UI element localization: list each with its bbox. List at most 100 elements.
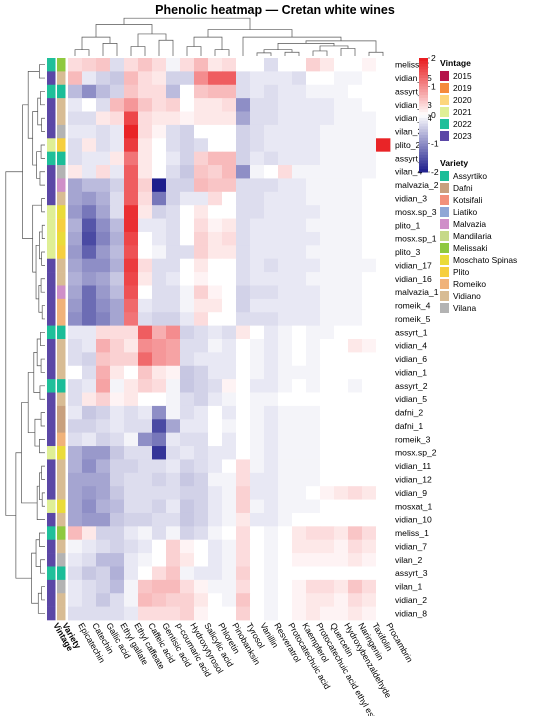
column-dendrogram-branch <box>340 48 356 56</box>
heatmap-cell <box>82 298 97 313</box>
heatmap-cell <box>320 272 335 286</box>
heatmap-cell <box>82 191 97 206</box>
color-scale-segment <box>419 163 428 167</box>
heatmap-cell <box>152 205 167 219</box>
row-dendrogram-branch <box>32 204 42 273</box>
variety-annotation-cell <box>57 459 66 474</box>
heatmap-cell <box>194 365 209 380</box>
row-dendrogram-branch <box>22 104 33 239</box>
color-scale-segment <box>419 152 428 156</box>
heatmap-cell <box>348 339 363 353</box>
heatmap-cell <box>264 285 279 300</box>
heatmap-cell <box>96 446 111 460</box>
heatmap-cell <box>250 432 265 447</box>
heatmap-cell <box>166 486 181 500</box>
color-scale-tick-label: 1 <box>431 82 436 92</box>
heatmap-cell <box>250 205 265 219</box>
heatmap-cell <box>236 272 251 286</box>
heatmap-cell <box>264 84 279 99</box>
heatmap-cell <box>222 405 237 420</box>
color-scale-segment <box>419 100 428 105</box>
color-scale-segment <box>419 60 428 65</box>
heatmap-cell <box>320 553 335 567</box>
row-label: plito_3 <box>395 247 421 257</box>
heatmap-cell <box>222 71 237 86</box>
heatmap-cell <box>152 84 167 99</box>
heatmap-cell <box>222 365 237 380</box>
heatmap-cell <box>166 472 181 487</box>
row-label: assyrt_1 <box>395 327 428 337</box>
heatmap-cell <box>348 231 363 246</box>
heatmap-cell <box>362 499 377 514</box>
vintage-annotation-cell <box>47 472 56 487</box>
variety-legend-label: Vidiano <box>453 291 481 301</box>
heatmap-cell <box>320 512 335 527</box>
heatmap-cell <box>306 178 321 193</box>
variety-legend-label: Liatiko <box>453 207 478 217</box>
heatmap-cell <box>334 539 349 554</box>
heatmap-cell <box>124 231 139 246</box>
heatmap-cell <box>166 205 181 219</box>
color-scale-tick-label: 2 <box>431 53 436 63</box>
heatmap-cell <box>362 379 377 393</box>
heatmap-cell <box>292 486 307 500</box>
heatmap-cell <box>152 138 167 153</box>
heatmap-cell <box>306 231 321 246</box>
heatmap-cell <box>166 191 181 206</box>
heatmap-cell <box>250 339 265 353</box>
heatmap-cell <box>236 71 251 86</box>
heatmap-cell <box>292 272 307 286</box>
heatmap-cell <box>334 459 349 474</box>
vintage-annotation-cell <box>47 365 56 380</box>
row-dendrogram-branch <box>40 144 45 159</box>
heatmap-cell <box>152 499 167 514</box>
heatmap-cell <box>68 178 83 193</box>
heatmap-cell <box>278 566 293 581</box>
heatmap-cell <box>68 325 83 340</box>
heatmap-cell <box>208 245 223 260</box>
heatmap-cell <box>124 178 139 193</box>
heatmap-cell <box>208 352 223 367</box>
heatmap-cell <box>222 111 237 126</box>
heatmap-cell <box>236 124 251 139</box>
heatmap-cell <box>278 432 293 447</box>
heatmap-cell <box>348 472 363 487</box>
heatmap-cell <box>320 285 335 300</box>
heatmap-cell <box>362 553 377 567</box>
heatmap-cell <box>194 84 209 99</box>
heatmap-cell <box>306 298 321 313</box>
heatmap-cell <box>110 98 125 112</box>
heatmap-cell <box>110 499 125 514</box>
heatmap-cell <box>152 606 167 621</box>
heatmap-cell <box>306 84 321 99</box>
heatmap-cell <box>110 138 125 153</box>
heatmap-cell <box>376 566 391 581</box>
heatmap-cell <box>82 111 97 126</box>
vintage-legend-title: Vintage <box>440 58 471 68</box>
color-scale-segment <box>419 92 428 96</box>
heatmap-cell <box>264 325 279 340</box>
row-label: plito_1 <box>395 220 421 230</box>
vintage-legend-label: 2023 <box>453 131 472 141</box>
heatmap-cell <box>208 432 223 447</box>
heatmap-cell <box>320 459 335 474</box>
heatmap-cell <box>334 191 349 206</box>
heatmap-cell <box>362 486 377 500</box>
heatmap-cell <box>278 138 293 153</box>
heatmap-cell <box>110 472 125 487</box>
heatmap-cell <box>278 526 293 541</box>
heatmap-cell <box>376 245 391 260</box>
row-label: vidian_14 <box>395 113 432 123</box>
heatmap-cell <box>376 419 391 434</box>
variety-legend-swatch <box>440 231 449 241</box>
heatmap-cell <box>334 379 349 393</box>
heatmap-cell <box>362 526 377 541</box>
row-dendrogram-branch <box>41 251 45 266</box>
vintage-annotation-cell <box>47 432 56 447</box>
heatmap-cell <box>306 124 321 139</box>
heatmap-cell <box>194 593 209 608</box>
heatmap-cell <box>68 352 83 367</box>
heatmap-cell <box>264 231 279 246</box>
heatmap-cell <box>306 526 321 541</box>
color-scale-segment <box>419 169 428 173</box>
